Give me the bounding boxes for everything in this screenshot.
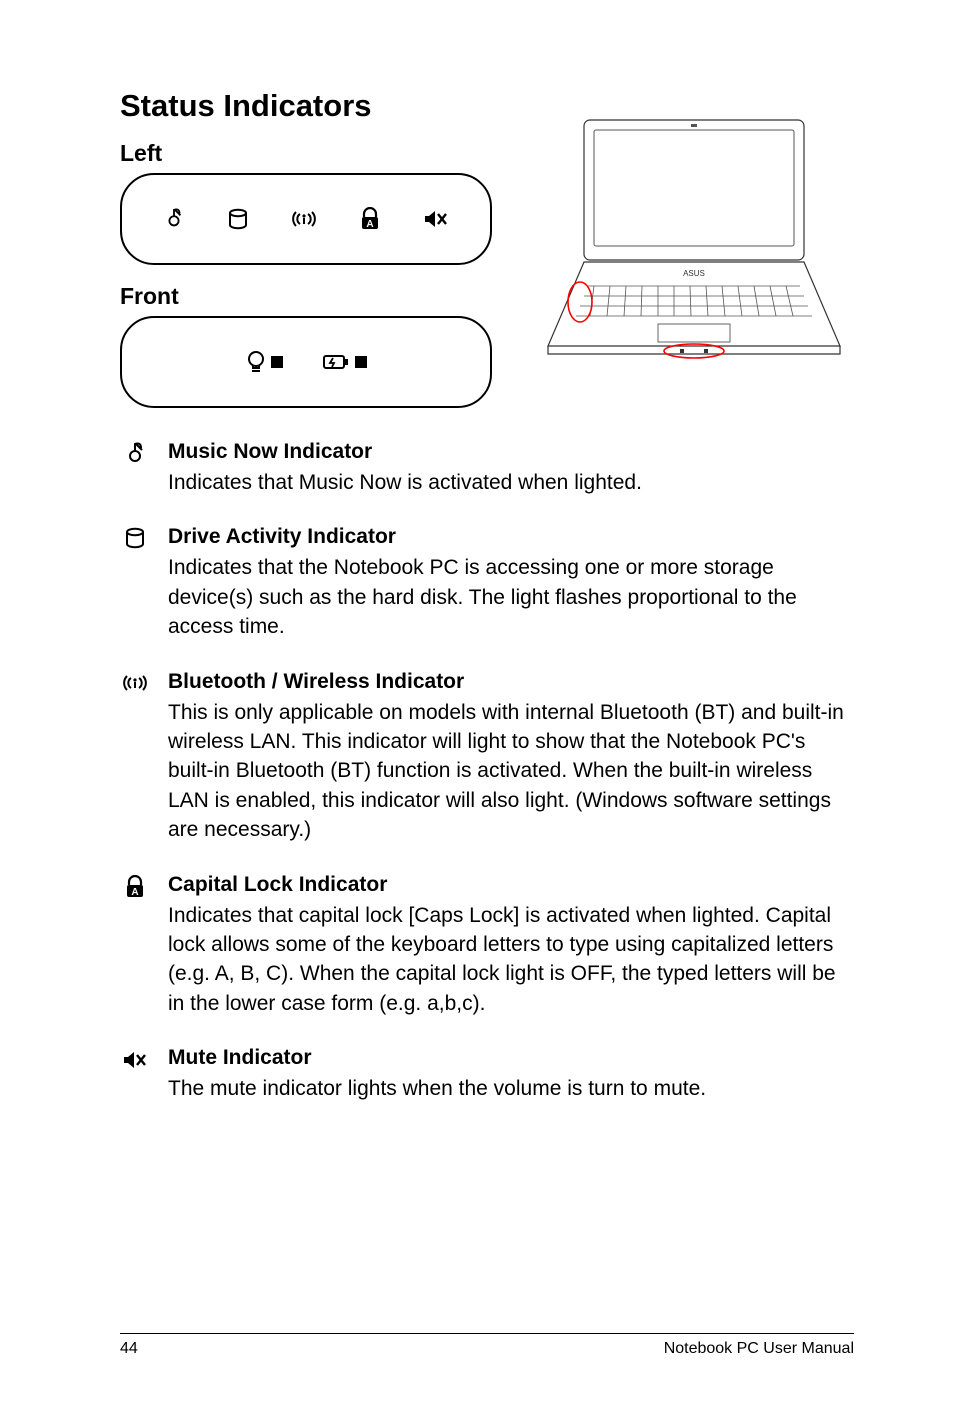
front-panel xyxy=(120,316,492,408)
brand-label: ASUS xyxy=(683,269,705,278)
entry-title: Capital Lock Indicator xyxy=(168,873,854,897)
entry-text: Indicates that capital lock [Caps Lock] … xyxy=(168,901,854,1019)
entry-title: Music Now Indicator xyxy=(168,440,854,464)
entry-caps-lock: Capital Lock Indicator Indicates that ca… xyxy=(120,873,854,1035)
led-icon xyxy=(271,356,283,368)
page-footer: 44 Notebook PC User Manual xyxy=(120,1333,854,1358)
drive-activity-icon xyxy=(124,527,146,549)
left-panel xyxy=(120,173,492,265)
drive-activity-icon xyxy=(227,208,249,230)
music-now-icon xyxy=(163,208,185,230)
entry-title: Bluetooth / Wireless Indicator xyxy=(168,670,854,694)
indicator-panels-row: Left Front xyxy=(120,134,854,408)
front-label: Front xyxy=(120,283,492,310)
entry-text: This is only applicable on models with i… xyxy=(168,698,854,845)
mute-icon xyxy=(122,1048,148,1072)
caps-lock-icon xyxy=(124,875,146,899)
indicator-list: Music Now Indicator Indicates that Music… xyxy=(120,440,854,1119)
left-label: Left xyxy=(120,140,492,167)
entry-music-now: Music Now Indicator Indicates that Music… xyxy=(120,440,854,513)
entry-mute: Mute Indicator The mute indicator lights… xyxy=(120,1046,854,1119)
entry-text: Indicates that Music Now is activated wh… xyxy=(168,468,854,497)
wireless-icon xyxy=(291,208,317,230)
entry-text: The mute indicator lights when the volum… xyxy=(168,1074,854,1103)
footer-page-number: 44 xyxy=(120,1340,138,1358)
entry-text: Indicates that the Notebook PC is access… xyxy=(168,553,854,641)
entry-drive-activity: Drive Activity Indicator Indicates that … xyxy=(120,525,854,657)
caps-lock-icon xyxy=(359,207,381,231)
mute-icon xyxy=(423,207,449,231)
laptop-diagram: ASUS xyxy=(534,114,854,379)
entry-title: Mute Indicator xyxy=(168,1046,854,1070)
footer-manual-label: Notebook PC User Manual xyxy=(664,1340,854,1358)
music-now-icon xyxy=(123,442,147,466)
power-icon xyxy=(245,350,283,374)
entry-title: Drive Activity Indicator xyxy=(168,525,854,549)
wireless-icon xyxy=(122,672,148,694)
battery-icon xyxy=(323,351,367,373)
entry-wireless: Bluetooth / Wireless Indicator This is o… xyxy=(120,670,854,861)
led-icon xyxy=(355,356,367,368)
